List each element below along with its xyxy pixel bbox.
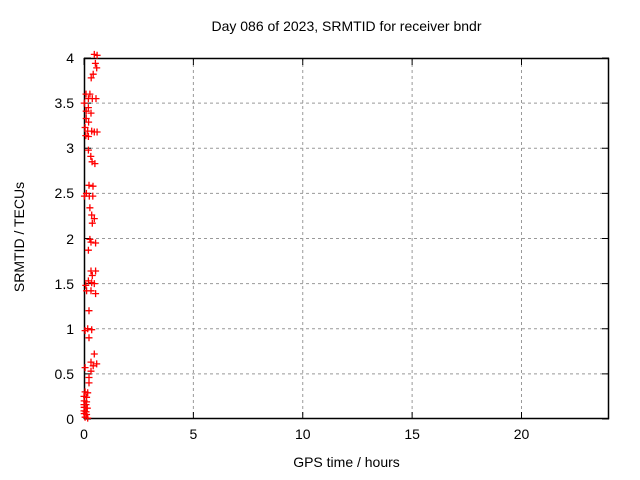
y-tick-label: 3.5 [54,95,74,112]
y-axis-title: SRMTID / TECUs [11,181,27,293]
x-tick-label: 15 [404,426,420,442]
y-tick-label: 1.5 [54,275,74,292]
y-tick-label: 2.5 [54,185,74,202]
x-tick-label: 20 [513,426,530,442]
x-axis-title: GPS time / hours [293,454,400,470]
y-tick-label: 1 [66,320,74,337]
plot-border [83,57,610,420]
y-tick-label: 0.5 [54,365,74,382]
plot-area [80,50,610,422]
x-tick-label: 0 [80,426,88,442]
y-tick-label: 4 [66,50,74,66]
x-tick-label: 5 [189,426,198,442]
chart-title: Day 086 of 2023, SRMTID for receiver bnd… [211,18,482,34]
x-tick-label: 10 [294,426,311,442]
data-points-srmtid [80,50,101,422]
y-tick-label: 0 [66,411,74,427]
y-tick-label: 2 [66,230,74,247]
y-tick-label: 3 [66,140,74,157]
